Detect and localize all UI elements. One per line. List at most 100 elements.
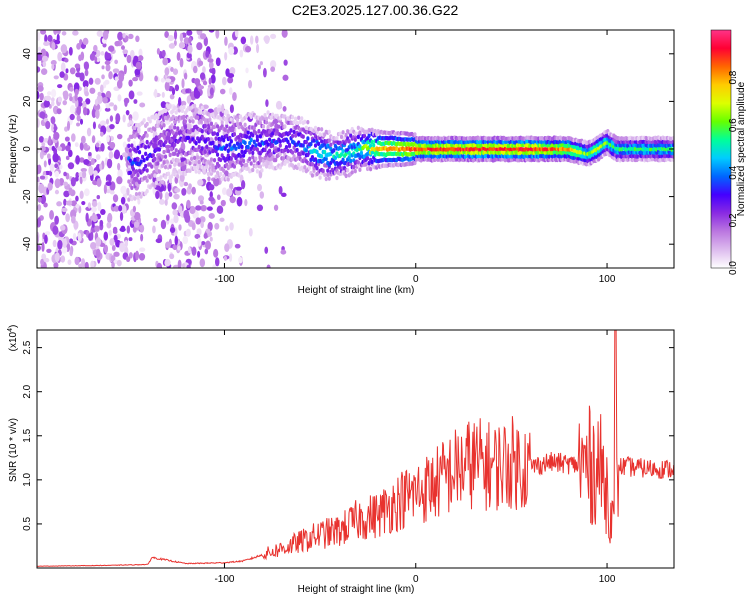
spectrogram-cell [271,143,275,148]
spectrogram-cell [139,159,143,164]
spectrogram-cell [245,45,252,53]
spectrogram-cell [275,128,279,134]
spectrogram-cell [201,240,206,246]
spectrogram-cell [180,126,184,131]
spectrogram-cell [154,75,158,82]
spectrogram-cell [53,75,59,80]
spectrogram-cell [209,191,213,199]
spectrogram-cell [274,157,278,163]
spectrogram-cell [164,67,170,76]
spectrogram-cell [93,44,98,53]
spectrogram-cell [52,225,59,236]
spectrogram-cell [128,158,132,163]
spectrogram-cell [128,151,133,158]
spectrogram-cell [215,57,221,67]
spectrogram-cell [259,191,265,199]
spectrogram-cell [150,164,154,169]
spectrogram-cell [65,68,69,74]
spectrogram-cell [173,119,177,125]
spectrogram-cell [163,154,168,159]
spectrogram-cell [269,161,273,167]
spectrogram-cell [238,121,243,127]
spectrogram-cell [75,195,79,202]
spectrogram-cell [268,148,272,153]
spectrogram-cell [171,130,175,135]
spectrogram-cell [130,120,134,125]
spectrogram-cell [131,180,136,185]
spectrogram-cell [280,249,287,255]
spectrogram-cell [117,168,123,179]
spectrogram-cell [339,152,344,157]
spectrogram-cell [76,105,81,116]
spectrogram-cell [237,124,241,130]
spectrogram-cell [37,244,42,252]
spectrogram-cell [176,126,180,131]
spectrogram-cell [173,214,179,224]
snr-y-axis-label: SNR (10 * v/v) [8,418,19,482]
spectrogram-cell [320,139,324,144]
spectrogram-cell [53,125,58,131]
spectrogram-cell [205,228,211,233]
spectrogram-cell [97,91,102,97]
spectrogram-cell [200,146,204,151]
spectrogram-cell [56,108,62,115]
spectrogram-cell [166,214,170,221]
spectrogram-cell [157,169,162,174]
spectrogram-cell [172,68,179,75]
spectrogram-cell [43,257,50,263]
spectrogram-cell [369,143,373,149]
spectrogram-cell [195,205,202,211]
spectrogram-cell [104,52,112,60]
snr-y-tick-label: 2.0 [22,384,33,398]
spectrogram-cell [260,168,264,173]
spectrogram-cell [164,31,169,38]
spectrogram-x-tick-label: 100 [599,274,616,285]
spectrogram-cell [208,30,215,33]
spectrogram-cell [208,77,212,85]
spectrogram-cell [266,264,271,268]
spectrogram-cell [191,160,195,165]
spectrogram-cell [259,61,263,66]
spectrogram-cell [42,61,47,68]
spectrogram-cell [50,60,57,66]
spectrogram-cell [99,120,107,126]
spectrogram-cell [287,142,292,148]
spectrogram-cell [203,123,207,129]
spectrogram-cell [200,204,207,212]
spectrogram-cell [283,124,287,129]
spectrogram-cell [37,46,42,52]
spectrogram-cell [136,173,140,178]
spectrogram-cell [78,54,83,62]
spectrogram-cell [344,173,348,179]
spectrogram-y-tick-label: -40 [22,237,33,252]
spectrogram-cell [120,196,126,205]
spectrogram-cell [54,163,59,169]
spectrogram-cell [176,158,180,163]
spectrogram-cell [136,183,140,188]
spectrogram-panel: -100 0 100 -40 -20 0 20 40 Height of straight … [8,29,675,296]
spectrogram-cell [78,263,83,268]
spectrogram-cell [53,30,58,35]
spectrogram-cell [281,156,285,161]
spectrogram-cell [352,164,356,170]
snr-x-tick-label: 0 [413,574,419,585]
spectrogram-cell [60,255,66,263]
spectrogram-cell [209,87,214,96]
spectrogram-cell [178,224,182,231]
spectrogram-cell [211,163,215,169]
spectrogram-cell [113,149,121,160]
spectrogram-cell [185,228,191,237]
spectrogram-cell [128,170,132,176]
spectrogram-cell [232,164,237,169]
spectrogram-cell [142,157,146,163]
spectrogram-cell [226,114,230,119]
spectrogram-cell [297,162,301,168]
spectrogram-cell [214,257,220,267]
spectrogram-cell [263,67,267,78]
spectrogram-cell [167,136,171,141]
colorbar-label: Normalized spectral amplitude [736,81,747,216]
spectrogram-cell [50,89,57,98]
spectrogram-cell [105,181,112,186]
spectrogram-cell [69,96,73,102]
spectrogram-cell [228,135,232,141]
